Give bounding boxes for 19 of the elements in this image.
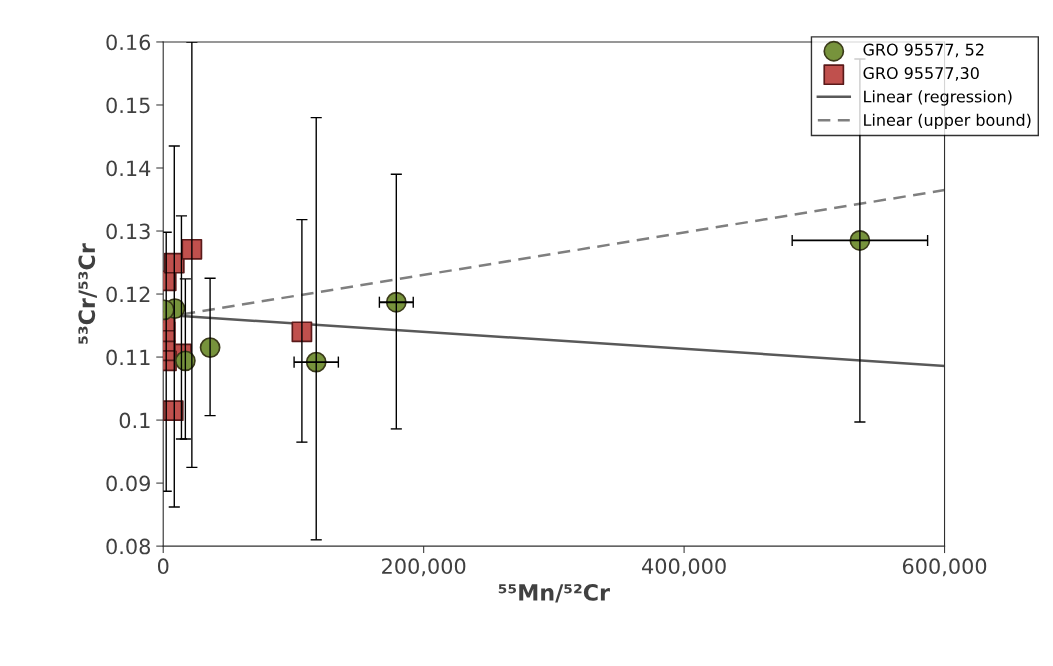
legend-label: GRO 95577,30 [863, 67, 979, 81]
x-tick-label: 200,000 [382, 558, 466, 577]
y-tick-label: 0.15 [106, 97, 150, 114]
legend-label: Linear (regression) [864, 90, 1012, 106]
y-tick-label: 0.16 [106, 34, 151, 51]
legend-label: GRO 95577, 52 [863, 43, 984, 58]
y-tick-label: 0.09 [106, 475, 150, 492]
legend-label: Linear (upper bound) [864, 113, 1031, 130]
x-tick-label: 0 [157, 558, 169, 575]
y-tick-label: 0.14 [106, 160, 151, 177]
y-tick-label: 0.13 [106, 223, 150, 240]
y-tick-label: 0.11 [106, 349, 150, 366]
x-tick-label: 600,000 [902, 558, 987, 577]
x-axis-title: ⁵⁵Mn/⁵²Cr [498, 584, 610, 603]
y-tick-label: 0.08 [106, 538, 150, 555]
x-tick-label: 400,000 [642, 558, 726, 577]
y-tick-label: 0.12 [106, 286, 150, 303]
y-tick-label: 0.1 [119, 412, 150, 429]
y-axis-title: ⁵³Cr/⁵³Cr [78, 243, 97, 344]
